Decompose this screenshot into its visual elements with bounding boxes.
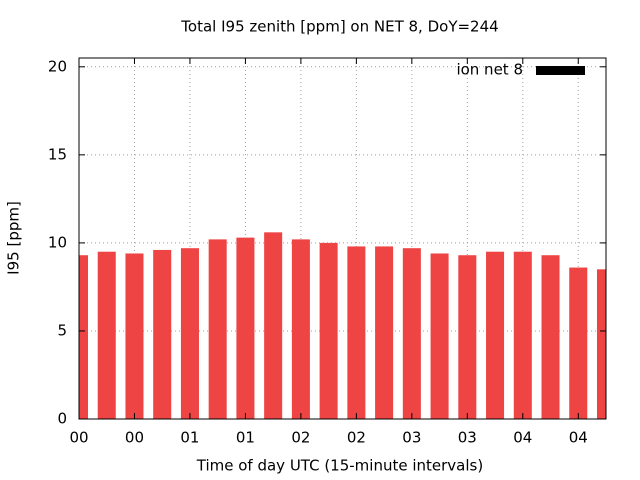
y-tick-label: 5 xyxy=(57,321,67,339)
y-tick-label: 10 xyxy=(48,233,67,251)
x-tick-label: 01 xyxy=(180,429,199,447)
legend-label: ion net 8 xyxy=(456,61,523,79)
x-tick-label: 01 xyxy=(236,429,255,447)
x-tick-label: 04 xyxy=(569,429,588,447)
bar xyxy=(97,251,116,419)
bar xyxy=(153,249,172,419)
x-tick-label: 00 xyxy=(69,429,88,447)
x-tick-label: 03 xyxy=(458,429,477,447)
bar xyxy=(541,255,560,419)
x-tick-label: 02 xyxy=(291,429,310,447)
bar xyxy=(569,267,588,419)
x-axis-label: Time of day UTC (15-minute intervals) xyxy=(196,457,483,475)
bar xyxy=(291,239,310,419)
y-axis-label: I95 [ppm] xyxy=(5,201,23,275)
bar xyxy=(375,246,394,419)
plot-border xyxy=(78,57,607,420)
bar xyxy=(125,253,144,419)
bar xyxy=(319,242,338,419)
bar xyxy=(264,232,283,419)
bar xyxy=(180,248,199,419)
x-tick-label: 02 xyxy=(347,429,366,447)
bar xyxy=(513,251,532,419)
bar xyxy=(430,253,449,419)
axes: 0 5 10 15 20 00 00 01 01 02 02 03 03 04 04 ion net 8 xyxy=(48,57,606,447)
bar xyxy=(402,248,421,419)
bar xyxy=(236,237,255,419)
x-tick-label: 00 xyxy=(125,429,144,447)
bar xyxy=(596,269,606,419)
bar xyxy=(486,251,505,419)
bar xyxy=(347,246,366,419)
y-tick-label: 0 xyxy=(57,410,67,428)
bar xyxy=(208,239,227,419)
x-tick-label: 03 xyxy=(402,429,421,447)
bar xyxy=(458,255,477,419)
bar xyxy=(79,255,89,419)
y-tick-label: 15 xyxy=(48,145,67,163)
x-tick-label: 04 xyxy=(513,429,532,447)
legend-swatch xyxy=(536,66,585,75)
bars xyxy=(79,232,606,419)
chart-title: Total I95 zenith [ppm] on NET 8, DoY=244 xyxy=(180,18,498,36)
y-tick-label: 20 xyxy=(48,57,67,75)
